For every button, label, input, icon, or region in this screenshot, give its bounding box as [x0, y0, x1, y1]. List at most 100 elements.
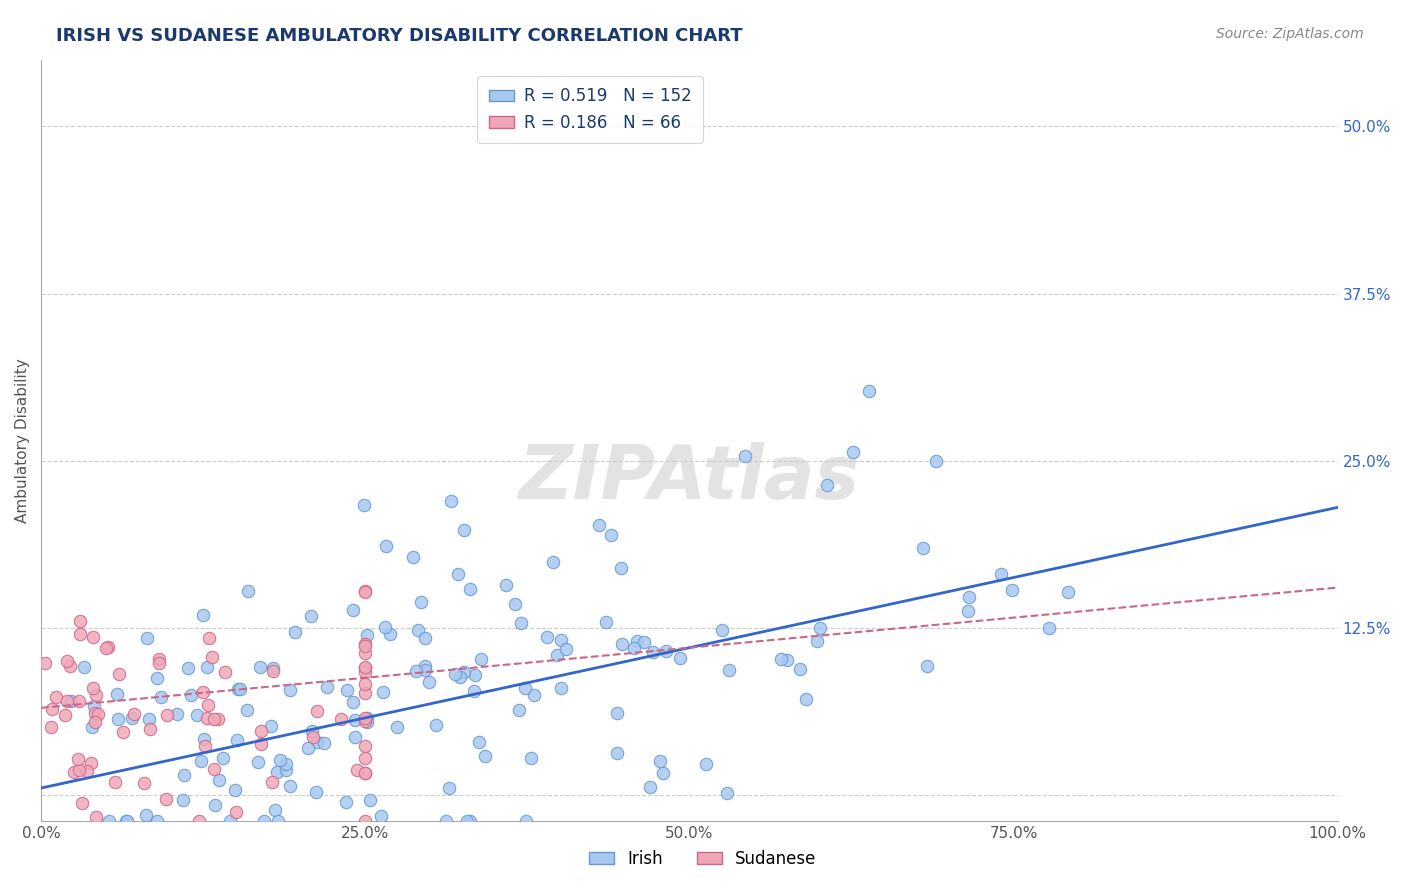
Point: [191, 607, 214, 622]
Point: [815, 478, 838, 492]
Point: [97, 640, 120, 655]
Point: [155, 792, 177, 806]
Point: [354, 751, 377, 765]
Point: [354, 714, 377, 728]
Point: [70, 797, 93, 811]
Point: [734, 450, 756, 464]
Point: [808, 621, 831, 635]
Point: [108, 667, 131, 681]
Point: [463, 684, 485, 698]
Point: [266, 765, 288, 780]
Point: [606, 706, 628, 720]
Point: [640, 780, 662, 794]
Point: [103, 774, 125, 789]
Point: [235, 703, 257, 717]
Point: [69, 627, 91, 641]
Y-axis label: Ambulatory Disability: Ambulatory Disability: [15, 359, 30, 523]
Point: [444, 667, 467, 681]
Point: [173, 768, 195, 782]
Point: [195, 711, 218, 725]
Point: [94, 640, 117, 655]
Point: [655, 643, 678, 657]
Point: [447, 567, 470, 582]
Point: [354, 765, 377, 780]
Point: [453, 665, 475, 679]
Point: [652, 766, 675, 780]
Point: [470, 652, 492, 666]
Point: [354, 765, 377, 780]
Point: [425, 718, 447, 732]
Point: [299, 609, 322, 624]
Point: [228, 681, 250, 696]
Point: [458, 582, 481, 597]
Point: [550, 633, 572, 648]
Point: [643, 645, 665, 659]
Point: [354, 665, 377, 680]
Point: [193, 739, 215, 753]
Point: [546, 648, 568, 662]
Point: [191, 685, 214, 699]
Point: [262, 775, 284, 789]
Point: [411, 595, 433, 609]
Point: [269, 753, 291, 767]
Point: [195, 659, 218, 673]
Point: [86, 810, 108, 824]
Point: [148, 657, 170, 671]
Point: [536, 630, 558, 644]
Point: [115, 814, 138, 829]
Point: [145, 671, 167, 685]
Point: [202, 712, 225, 726]
Point: [238, 584, 260, 599]
Point: [541, 556, 564, 570]
Point: [284, 625, 307, 640]
Point: [344, 713, 367, 727]
Point: [415, 658, 437, 673]
Point: [267, 814, 290, 829]
Point: [343, 730, 366, 744]
Point: [405, 664, 427, 678]
Point: [1038, 621, 1060, 635]
Point: [610, 561, 633, 575]
Point: [858, 384, 880, 398]
Point: [138, 712, 160, 726]
Point: [56, 654, 79, 668]
Point: [315, 680, 337, 694]
Point: [83, 715, 105, 730]
Legend: R = 0.519   N = 152, R = 0.186   N = 66: R = 0.519 N = 152, R = 0.186 N = 66: [477, 76, 703, 144]
Point: [249, 724, 271, 739]
Point: [148, 652, 170, 666]
Point: [515, 814, 537, 829]
Point: [219, 814, 242, 829]
Point: [197, 698, 219, 713]
Point: [990, 567, 1012, 582]
Point: [669, 650, 692, 665]
Point: [354, 739, 377, 753]
Point: [211, 751, 233, 765]
Point: [354, 583, 377, 598]
Point: [626, 634, 648, 648]
Point: [225, 733, 247, 747]
Point: [262, 660, 284, 674]
Text: Source: ZipAtlas.com: Source: ZipAtlas.com: [1216, 27, 1364, 41]
Point: [80, 720, 103, 734]
Point: [83, 699, 105, 714]
Point: [80, 756, 103, 771]
Point: [53, 707, 76, 722]
Point: [186, 708, 208, 723]
Point: [336, 683, 359, 698]
Point: [166, 706, 188, 721]
Point: [63, 765, 86, 780]
Point: [226, 681, 249, 696]
Point: [957, 590, 980, 604]
Point: [149, 690, 172, 704]
Point: [956, 604, 979, 618]
Point: [796, 692, 818, 706]
Point: [513, 681, 536, 695]
Point: [776, 653, 799, 667]
Point: [260, 719, 283, 733]
Point: [912, 541, 935, 556]
Point: [650, 754, 672, 768]
Point: [274, 763, 297, 777]
Point: [356, 628, 378, 642]
Point: [208, 772, 231, 787]
